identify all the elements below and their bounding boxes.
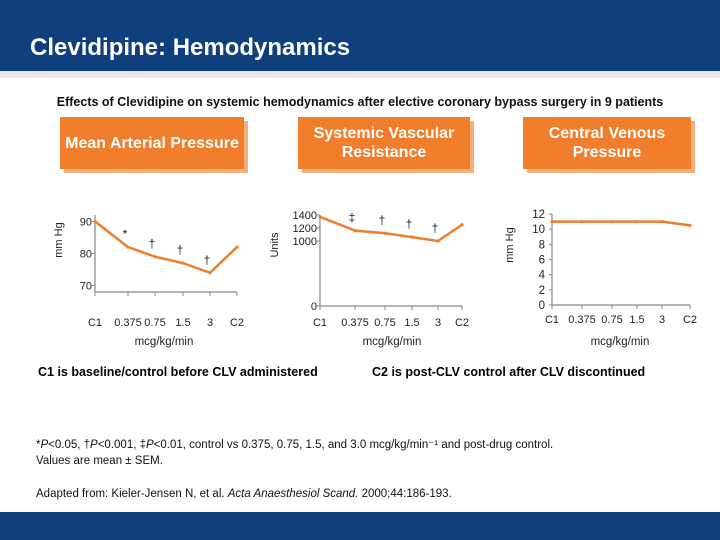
chart-central-venous-pressure: 0 2 4 6 8 10 12 mm Hg C1 0.375 0.75 1.5 3 C2 mcg/kg/mi… [504,209,697,348]
map-y-axis-label: mm Hg [53,222,65,257]
sig-p05-rest: <0.05, † [48,439,91,451]
map-x-tick-label: 0.75 [144,317,165,329]
map-x-tick-label: C2 [230,317,244,329]
map-significance-mark: † [149,237,156,251]
svr-header: Systemic Vascular Resistance [298,117,470,169]
svr-data-point [318,215,322,219]
cvp-x-axis-label: mcg/kg/min [591,336,650,348]
svr-y-tick-label: 1000 [293,236,317,248]
cvp-x-tick-label: C2 [683,314,697,326]
svr-y-tick-label: 0 [311,301,317,313]
title-stripe [0,71,720,78]
map-data-point [126,245,130,249]
map-significance-mark: † [204,253,211,267]
cvp-data-point [580,219,584,224]
svr-x-tick-label: C1 [313,317,327,329]
map-header: Mean Arterial Pressure [60,117,244,169]
cvp-y-tick-label: 2 [539,285,545,297]
svr-data-point [410,235,414,239]
map-data-point [153,255,157,259]
cvp-y-tick-label: 8 [539,239,545,251]
svr-y-tick-label: 1400 [293,210,317,222]
svr-significance-mark: † [379,213,386,227]
map-data-point [208,271,212,275]
sig-prefix: * [36,439,41,451]
sig-p05: P [40,439,49,451]
svr-series-line [319,215,463,243]
map-x-tick-label: 0.375 [114,317,142,329]
map-x-axis-label: mcg/kg/min [135,336,194,348]
svr-x-tick-label: C2 [455,317,469,329]
cvp-x-tick-label: 0.75 [601,314,622,326]
cvp-x-tick-label: C1 [545,314,559,326]
map-y-tick-label: 90 [80,216,92,228]
cvp-x-tick-label: 0.375 [568,314,596,326]
sig-p001: P [90,439,98,451]
svr-data-point [460,223,464,227]
svr-y-tick-label: 1200 [293,223,317,235]
cvp-data-point [550,219,554,224]
svr-x-tick-label: 1.5 [404,317,419,329]
map-x-tick-label: C1 [88,317,102,329]
title-bar [0,0,720,78]
svr-data-point [436,239,440,243]
cvp-x-tick-label: 1.5 [629,314,644,326]
source-suffix: 2000;44:186-193. [358,488,452,500]
svr-y-axis-label: Units [269,232,281,258]
svr-data-point [383,231,387,235]
cvp-y-tick-label: 12 [532,209,545,221]
cvp-data-point [660,219,664,224]
sig-p001-rest: <0.001, ‡ [97,439,146,451]
svr-x-tick-label: 0.75 [374,317,395,329]
source-journal: Acta Anaesthesiol Scand. [227,488,359,500]
cvp-y-tick-label: 0 [539,300,545,312]
svr-significance-mark: † [406,217,413,231]
slide-subtitle: Effects of Clevidipine on systemic hemod… [56,95,664,109]
significance-footnote: *P<0.05, †P<0.001, ‡P<0.01, control vs 0… [36,437,553,453]
sem-footnote: Values are mean ± SEM. [36,455,163,467]
cvp-x-tick-label: 3 [659,314,665,326]
cvp-header: Central Venous Pressure [523,117,691,169]
source-prefix: Adapted from: Kieler-Jensen N, et al. [36,488,228,500]
slide-title: Clevidipine: Hemodynamics [30,34,351,61]
cvp-y-axis-label: mm Hg [504,227,516,262]
cvp-data-point [688,223,692,227]
svr-significance-mark: ‡ [349,211,356,225]
map-x-tick-label: 1.5 [175,317,190,329]
map-data-point [181,261,185,265]
cvp-series-line [552,220,691,227]
sig-p01-rest: <0.01, control vs 0.375, 0.75, 1.5, and … [153,439,554,451]
cvp-data-point [610,219,614,224]
map-series-line [94,220,238,274]
cvp-y-tick-label: 6 [539,255,545,267]
map-y-tick-label: 80 [80,249,92,261]
cvp-data-point [635,219,639,224]
svr-data-point [353,229,357,233]
cvp-y-tick-label: 4 [539,270,546,282]
svr-x-tick-label: 0.375 [341,317,369,329]
map-data-point [93,219,97,224]
source-footnote: Adapted from: Kieler-Jensen N, et al. Ac… [36,486,452,502]
map-significance-mark: * [123,227,128,241]
svr-x-tick-label: 3 [435,317,441,329]
map-x-tick-label: 3 [207,317,213,329]
c1-note: C1 is baseline/control before CLV admini… [38,365,318,379]
svr-x-axis-label: mcg/kg/min [363,336,422,348]
map-significance-mark: † [177,243,184,257]
c2-note: C2 is post-CLV control after CLV discont… [372,365,646,379]
sig-p01: P [146,439,154,451]
chart-mean-arterial-pressure: 70 80 90 mm Hg C1 0.375 0.75 1.5 3 C2 mcg/kg/min * †… [53,215,244,348]
svr-significance-mark: † [432,221,439,235]
bottom-bar [0,512,720,540]
map-y-tick-label: 70 [80,281,92,293]
map-data-point [235,245,239,249]
cvp-y-tick-label: 10 [532,224,545,236]
